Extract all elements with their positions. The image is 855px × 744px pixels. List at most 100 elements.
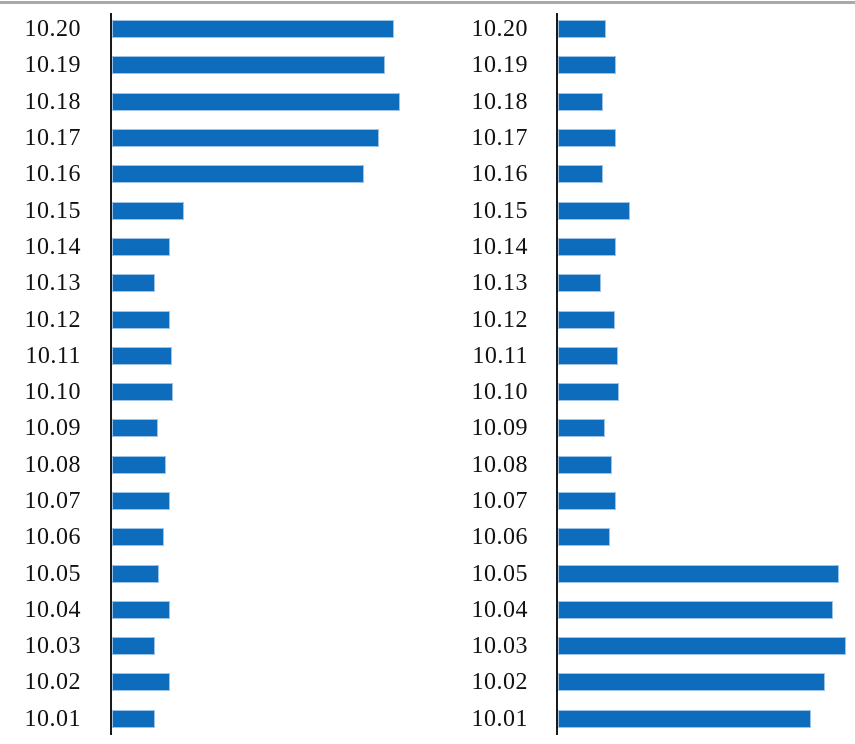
bar <box>558 165 603 184</box>
bar <box>112 492 170 510</box>
chart-row: 10.10 <box>0 374 428 410</box>
y-axis-line <box>110 13 112 735</box>
category-label: 10.18 <box>24 88 81 115</box>
chart-row: 10.06 <box>0 519 428 555</box>
bar <box>558 201 630 220</box>
plot-area <box>558 664 855 700</box>
bar <box>558 237 616 256</box>
chart-row: 10.12 <box>428 301 855 337</box>
top-border-line <box>0 1 855 4</box>
chart-row: 10.03 <box>0 628 428 664</box>
chart-row: 10.04 <box>0 592 428 628</box>
chart-row: 10.11 <box>0 338 428 374</box>
category-label: 10.05 <box>471 560 528 587</box>
category-label: 10.04 <box>24 596 81 623</box>
chart-rows: 10.20 10.19 10.18 10.17 10.16 10.15 10.14 10.13… <box>428 11 855 737</box>
category-label: 10.03 <box>471 633 528 660</box>
plot-area <box>112 192 428 228</box>
bar <box>558 455 612 474</box>
chart-row: 10.17 <box>428 120 855 156</box>
plot-area <box>558 410 855 446</box>
chart-row: 10.06 <box>428 519 855 555</box>
plot-area <box>112 11 428 47</box>
plot-area <box>112 156 428 192</box>
plot-area <box>112 338 428 374</box>
bar <box>112 310 170 329</box>
bar-chart-left: 10.20 10.19 10.18 10.17 10.16 10.15 10.14 10.13… <box>0 11 428 737</box>
bar <box>558 419 605 438</box>
chart-rows: 10.20 10.19 10.18 10.17 10.16 10.15 10.14 10.13… <box>0 11 428 737</box>
bar <box>558 92 603 111</box>
bar <box>112 528 164 547</box>
category-label: 10.19 <box>24 52 81 79</box>
plot-area <box>558 338 855 374</box>
chart-row: 10.08 <box>0 447 428 483</box>
plot-area <box>558 483 855 519</box>
plot-area <box>558 592 855 628</box>
chart-row: 10.05 <box>0 555 428 591</box>
chart-row: 10.15 <box>0 192 428 228</box>
plot-area <box>558 301 855 337</box>
category-label: 10.17 <box>24 125 81 152</box>
bar <box>112 600 170 619</box>
category-label: 10.02 <box>471 669 528 696</box>
plot-area <box>558 701 855 737</box>
category-label: 10.04 <box>471 596 528 623</box>
category-label: 10.17 <box>471 125 528 152</box>
chart-row: 10.17 <box>0 120 428 156</box>
category-label: 10.13 <box>471 270 528 297</box>
category-label: 10.16 <box>471 161 528 188</box>
category-label: 10.07 <box>471 488 528 514</box>
bar <box>112 274 155 293</box>
category-label: 10.10 <box>24 379 81 406</box>
plot-area <box>558 11 855 47</box>
plot-area <box>558 555 855 591</box>
bar <box>558 673 825 692</box>
plot-area <box>558 84 855 120</box>
category-label: 10.14 <box>471 233 528 260</box>
category-label: 10.15 <box>24 197 81 224</box>
category-label: 10.18 <box>471 88 528 115</box>
chart-row: 10.16 <box>0 156 428 192</box>
category-label: 10.19 <box>471 52 528 79</box>
chart-row: 10.02 <box>0 664 428 700</box>
bar <box>112 455 166 474</box>
chart-row: 10.09 <box>428 410 855 446</box>
chart-row: 10.19 <box>0 47 428 83</box>
category-label: 10.15 <box>471 197 528 224</box>
bar <box>558 709 811 728</box>
chart-row: 10.18 <box>428 84 855 120</box>
plot-area <box>558 374 855 410</box>
plot-area <box>112 701 428 737</box>
bar <box>558 564 839 583</box>
bar <box>112 201 184 220</box>
plot-area <box>112 555 428 591</box>
category-label: 10.03 <box>24 633 81 660</box>
chart-row: 10.19 <box>428 47 855 83</box>
plot-area <box>112 447 428 483</box>
bar <box>112 383 173 402</box>
plot-area <box>558 120 855 156</box>
plot-area <box>558 229 855 265</box>
chart-row: 10.01 <box>428 701 855 737</box>
chart-row: 10.18 <box>0 84 428 120</box>
y-axis-line <box>556 13 558 735</box>
plot-area <box>112 374 428 410</box>
bar <box>112 673 170 692</box>
chart-row: 10.20 <box>0 11 428 47</box>
chart-row: 10.13 <box>428 265 855 301</box>
category-label: 10.09 <box>471 415 528 442</box>
bar <box>558 528 610 547</box>
bar <box>112 564 159 583</box>
bar <box>112 92 400 111</box>
category-label: 10.06 <box>24 524 81 551</box>
bar <box>558 637 846 656</box>
category-label: 10.20 <box>24 16 81 43</box>
chart-row: 10.03 <box>428 628 855 664</box>
category-label: 10.07 <box>24 488 81 514</box>
plot-area <box>112 664 428 700</box>
chart-row: 10.07 <box>0 483 428 519</box>
plot-area <box>558 519 855 555</box>
chart-row: 10.01 <box>0 701 428 737</box>
